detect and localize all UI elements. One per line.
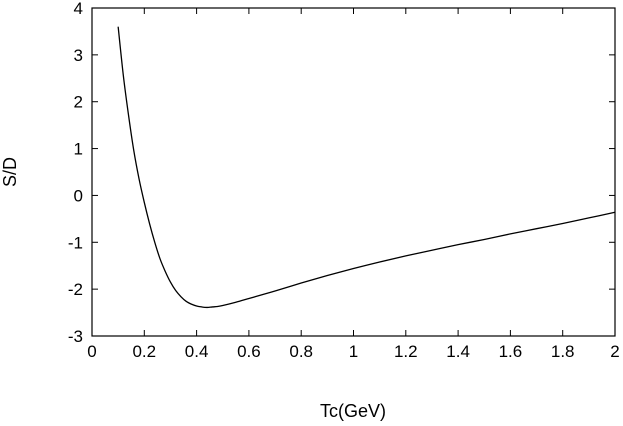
x-tick-label: 0.4: [185, 342, 209, 361]
y-tick-label: 0: [74, 186, 83, 205]
x-tick-label: 2: [610, 342, 619, 361]
y-tick-label: 2: [74, 93, 83, 112]
y-tick-label: 4: [74, 0, 83, 18]
x-tick-label: 1: [349, 342, 358, 361]
plot-frame: [91, 7, 616, 337]
tick-labels-group: 0 0.2 0.4 0.6 0.8 1 1.2 1.4 1.6 1.8 2 -3 -2 -1 0 1 2 3 4: [68, 0, 620, 361]
x-tick-label: 1.6: [499, 342, 523, 361]
y-tick-label: -3: [68, 327, 83, 346]
x-tick-label: 0.2: [132, 342, 156, 361]
x-tick-label: 1.8: [551, 342, 575, 361]
x-tick-label: 1.4: [446, 342, 470, 361]
y-tick-label: 1: [74, 140, 83, 159]
y-axis-title: S/D: [0, 157, 20, 187]
ticks-group: [91, 7, 616, 337]
y-tick-label: -2: [68, 280, 83, 299]
x-tick-label: 0: [87, 342, 96, 361]
x-axis-title: Tc(GeV): [320, 401, 386, 421]
x-tick-label: 0.6: [237, 342, 261, 361]
series-line: [117, 26, 616, 309]
x-tick-label: 1.2: [394, 342, 418, 361]
y-tick-label: -1: [68, 233, 83, 252]
y-tick-label: 3: [74, 46, 83, 65]
x-tick-label: 0.8: [289, 342, 313, 361]
